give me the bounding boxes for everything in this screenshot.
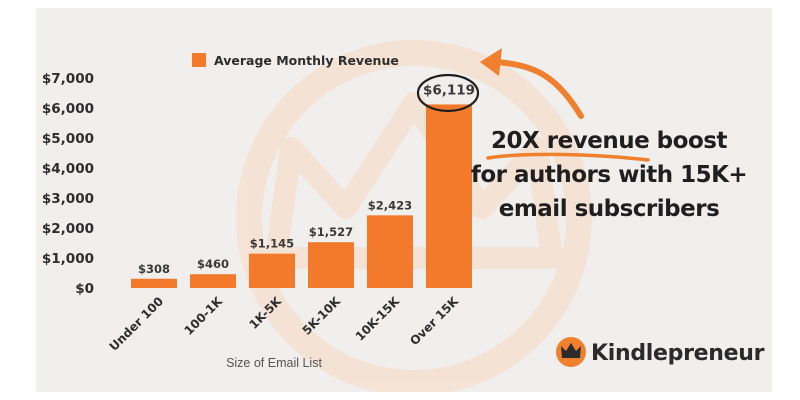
callout-line-2: for authors with 15K+ (471, 162, 747, 188)
data-label: $308 (138, 262, 170, 276)
y-tick-label: $1,000 (42, 251, 94, 267)
x-category-label: 5K-10K (300, 294, 344, 338)
curved-arrow-icon (480, 48, 584, 119)
bar-1k-5k (249, 253, 295, 288)
data-label: $2,423 (368, 198, 412, 212)
data-label: $1,145 (250, 237, 294, 251)
y-tick-label: $7,000 (42, 71, 94, 87)
bars (131, 104, 472, 289)
legend-label: Average Monthly Revenue (214, 53, 399, 68)
bar-5k-10k (308, 242, 354, 288)
y-tick-label: $4,000 (42, 161, 94, 177)
y-tick-label: $3,000 (42, 191, 94, 207)
callout-line-1: 20X revenue boost (491, 128, 727, 154)
callout-line-3: email subscribers (499, 196, 720, 222)
x-axis-title: Size of Email List (226, 356, 322, 370)
x-category-label: Under 100 (107, 294, 167, 354)
infographic-card: Average Monthly Revenue $0 $1,000 $2,000… (36, 8, 772, 392)
callout-text: 20X revenue boost for authors with 15K+ … (471, 128, 748, 222)
y-tick-label: $6,000 (42, 101, 94, 117)
callout-underline (486, 152, 650, 162)
data-label: $460 (197, 257, 229, 271)
y-tick-label: $0 (75, 281, 94, 297)
y-tick-label: $2,000 (42, 221, 94, 237)
y-axis-ticks: $0 $1,000 $2,000 $3,000 $4,000 $5,000 $6… (42, 71, 94, 297)
bar-over-15k (426, 104, 472, 289)
highlight-circle (416, 73, 480, 113)
x-category-label: 100-1K (182, 294, 226, 338)
bar-under-100 (131, 278, 177, 288)
x-category-label: Over 15K (407, 294, 461, 348)
x-category-label: 10K-15K (353, 294, 403, 344)
chart-legend: Average Monthly Revenue (192, 53, 399, 68)
brand-name: Kindlepreneur (591, 341, 765, 366)
data-label: $1,527 (309, 225, 353, 239)
brand-logo: Kindlepreneur (556, 337, 765, 367)
bar-10k-15k (367, 215, 413, 288)
data-label-highlighted: $6,119 (423, 82, 475, 98)
data-labels: $308 $460 $1,145 $1,527 $2,423 $6,119 (138, 82, 475, 275)
y-tick-label: $5,000 (42, 131, 94, 147)
revenue-bar-chart: Average Monthly Revenue $0 $1,000 $2,000… (42, 40, 765, 392)
bar-100-1k (190, 274, 236, 288)
legend-swatch (192, 53, 206, 67)
